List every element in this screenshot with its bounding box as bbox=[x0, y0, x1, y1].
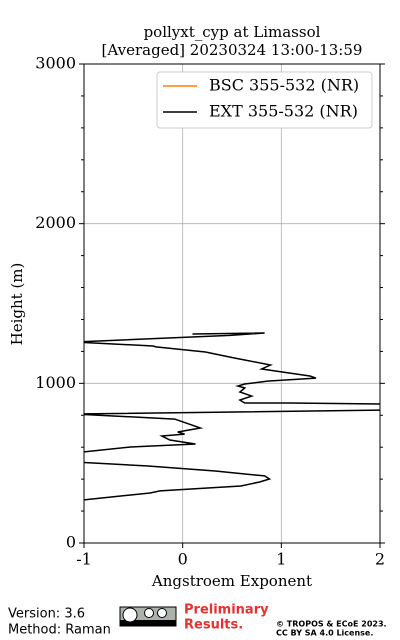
copyright: © TROPOS & ECoE 2023. bbox=[276, 620, 387, 629]
preliminary: Preliminary bbox=[184, 603, 269, 618]
legend-label: EXT 355-532 (NR) bbox=[209, 102, 358, 121]
cc-logo bbox=[119, 606, 177, 627]
axes-frame bbox=[83, 63, 381, 544]
x-tick-label: 0 bbox=[178, 550, 188, 569]
legend-label: BSC 355-532 (NR) bbox=[209, 76, 359, 95]
x-tick-label: -1 bbox=[76, 550, 92, 569]
y-tick-label: 3000 bbox=[35, 54, 76, 73]
x-tick-label: 2 bbox=[375, 550, 385, 569]
data-line bbox=[84, 332, 380, 501]
results: Results. bbox=[184, 618, 243, 633]
x-tick-label: 1 bbox=[276, 550, 286, 569]
legend-box bbox=[156, 71, 373, 129]
license: CC BY SA 4.0 License. bbox=[276, 629, 373, 638]
y-tick-label: 1000 bbox=[35, 373, 76, 392]
version: Version: 3.6 bbox=[8, 607, 85, 622]
x-axis-label: Angstroem Exponent bbox=[151, 572, 312, 590]
chart-title: pollyxt_cyp at Limassol bbox=[144, 23, 321, 41]
chart-subtitle: [Averaged] 20230324 13:00-13:59 bbox=[102, 41, 363, 59]
method: Method: Raman bbox=[8, 623, 111, 638]
y-tick-label: 0 bbox=[66, 533, 76, 552]
y-tick-label: 2000 bbox=[35, 213, 76, 232]
y-axis-label: Height (m) bbox=[8, 263, 26, 346]
plot-area bbox=[84, 64, 380, 543]
